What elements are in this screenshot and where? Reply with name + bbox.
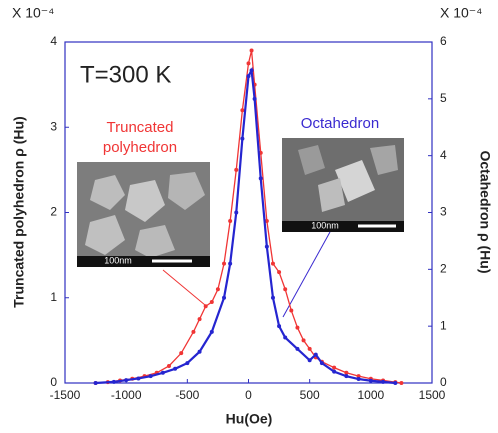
y-tick-label: 1 <box>50 290 57 304</box>
data-point <box>320 361 324 365</box>
data-point <box>149 374 153 378</box>
data-point <box>265 245 269 249</box>
inset-truncated <box>77 162 210 267</box>
y-tick-label: 0 <box>50 375 57 389</box>
data-point <box>332 370 336 374</box>
data-point <box>185 361 189 365</box>
data-point <box>283 336 287 340</box>
scale-bar-label: 100nm <box>104 255 132 265</box>
data-point <box>94 381 98 385</box>
y-multiplier: X 10⁻⁴ <box>12 5 54 21</box>
y2-tick-label: 0 <box>440 375 447 389</box>
octahedron-label: Octahedron <box>301 115 379 132</box>
x-tick-label: 0 <box>245 388 252 402</box>
truncated-label: Truncated <box>107 119 174 136</box>
data-point <box>191 330 195 334</box>
data-point <box>198 317 202 321</box>
data-point <box>204 304 208 308</box>
y2-tick-label: 5 <box>440 91 447 105</box>
data-point <box>295 326 299 330</box>
data-point <box>271 262 275 266</box>
data-point <box>210 300 214 304</box>
data-point <box>369 379 373 383</box>
data-point <box>295 347 299 351</box>
data-point <box>161 371 165 375</box>
temperature-label: T=300 K <box>80 61 171 88</box>
data-point <box>381 380 385 384</box>
data-point <box>173 367 177 371</box>
data-point <box>250 49 254 53</box>
y2-tick-label: 3 <box>440 205 447 219</box>
data-point <box>247 61 251 65</box>
data-point <box>136 376 140 380</box>
data-point <box>216 287 220 291</box>
y-axis-label: Truncated polyhedron ρ (Hu) <box>11 116 27 307</box>
data-point <box>179 351 183 355</box>
data-point <box>222 262 226 266</box>
y2-tick-label: 6 <box>440 34 447 48</box>
data-point <box>308 358 312 362</box>
data-point <box>234 168 238 172</box>
data-point <box>302 338 306 342</box>
data-point <box>283 287 287 291</box>
scale-bar-label: 100nm <box>311 220 339 230</box>
y-tick-label: 2 <box>50 205 57 219</box>
data-point <box>393 381 397 385</box>
y2-axis-label: Octahedron ρ (Hu) <box>477 151 493 274</box>
y2-multiplier: X 10⁻⁴ <box>440 5 482 21</box>
data-point <box>344 371 348 375</box>
data-point <box>228 262 232 266</box>
data-point <box>124 378 128 382</box>
data-point <box>198 350 202 354</box>
data-point <box>314 353 318 357</box>
x-tick-label: -1500 <box>50 388 81 402</box>
x-tick-label: 500 <box>300 388 320 402</box>
y2-tick-label: 2 <box>440 262 447 276</box>
data-point <box>289 309 293 313</box>
data-point <box>399 381 403 385</box>
data-point <box>234 211 238 215</box>
x-tick-label: -1000 <box>111 388 142 402</box>
data-point <box>210 330 214 334</box>
y-tick-label: 4 <box>50 34 57 48</box>
data-point <box>250 68 254 72</box>
y2-tick-label: 4 <box>440 148 447 162</box>
data-point <box>228 219 232 223</box>
data-point <box>240 137 244 141</box>
data-point <box>167 364 171 368</box>
data-point <box>332 366 336 370</box>
data-point <box>357 377 361 381</box>
data-point <box>277 270 281 274</box>
truncated-label: polyhedron <box>103 139 177 156</box>
x-tick-label: 1000 <box>357 388 384 402</box>
inset-octahedron <box>282 138 404 232</box>
data-point <box>277 324 281 328</box>
data-point <box>112 380 116 384</box>
data-point <box>344 374 348 378</box>
data-point <box>259 176 263 180</box>
arrow <box>163 270 205 305</box>
x-tick-label: 1500 <box>419 388 446 402</box>
x-tick-label: -500 <box>175 388 199 402</box>
data-point <box>271 296 275 300</box>
data-point <box>253 97 257 101</box>
data-point <box>240 108 244 112</box>
y2-tick-label: 1 <box>440 318 447 332</box>
data-point <box>308 347 312 351</box>
data-point <box>247 74 251 78</box>
data-point <box>222 296 226 300</box>
chart: X 10⁻⁴ X 10⁻⁴ T=300 K Truncated polyhedr… <box>0 0 498 433</box>
y-tick-label: 3 <box>50 119 57 133</box>
x-axis-label: Hu(Oe) <box>226 411 273 427</box>
